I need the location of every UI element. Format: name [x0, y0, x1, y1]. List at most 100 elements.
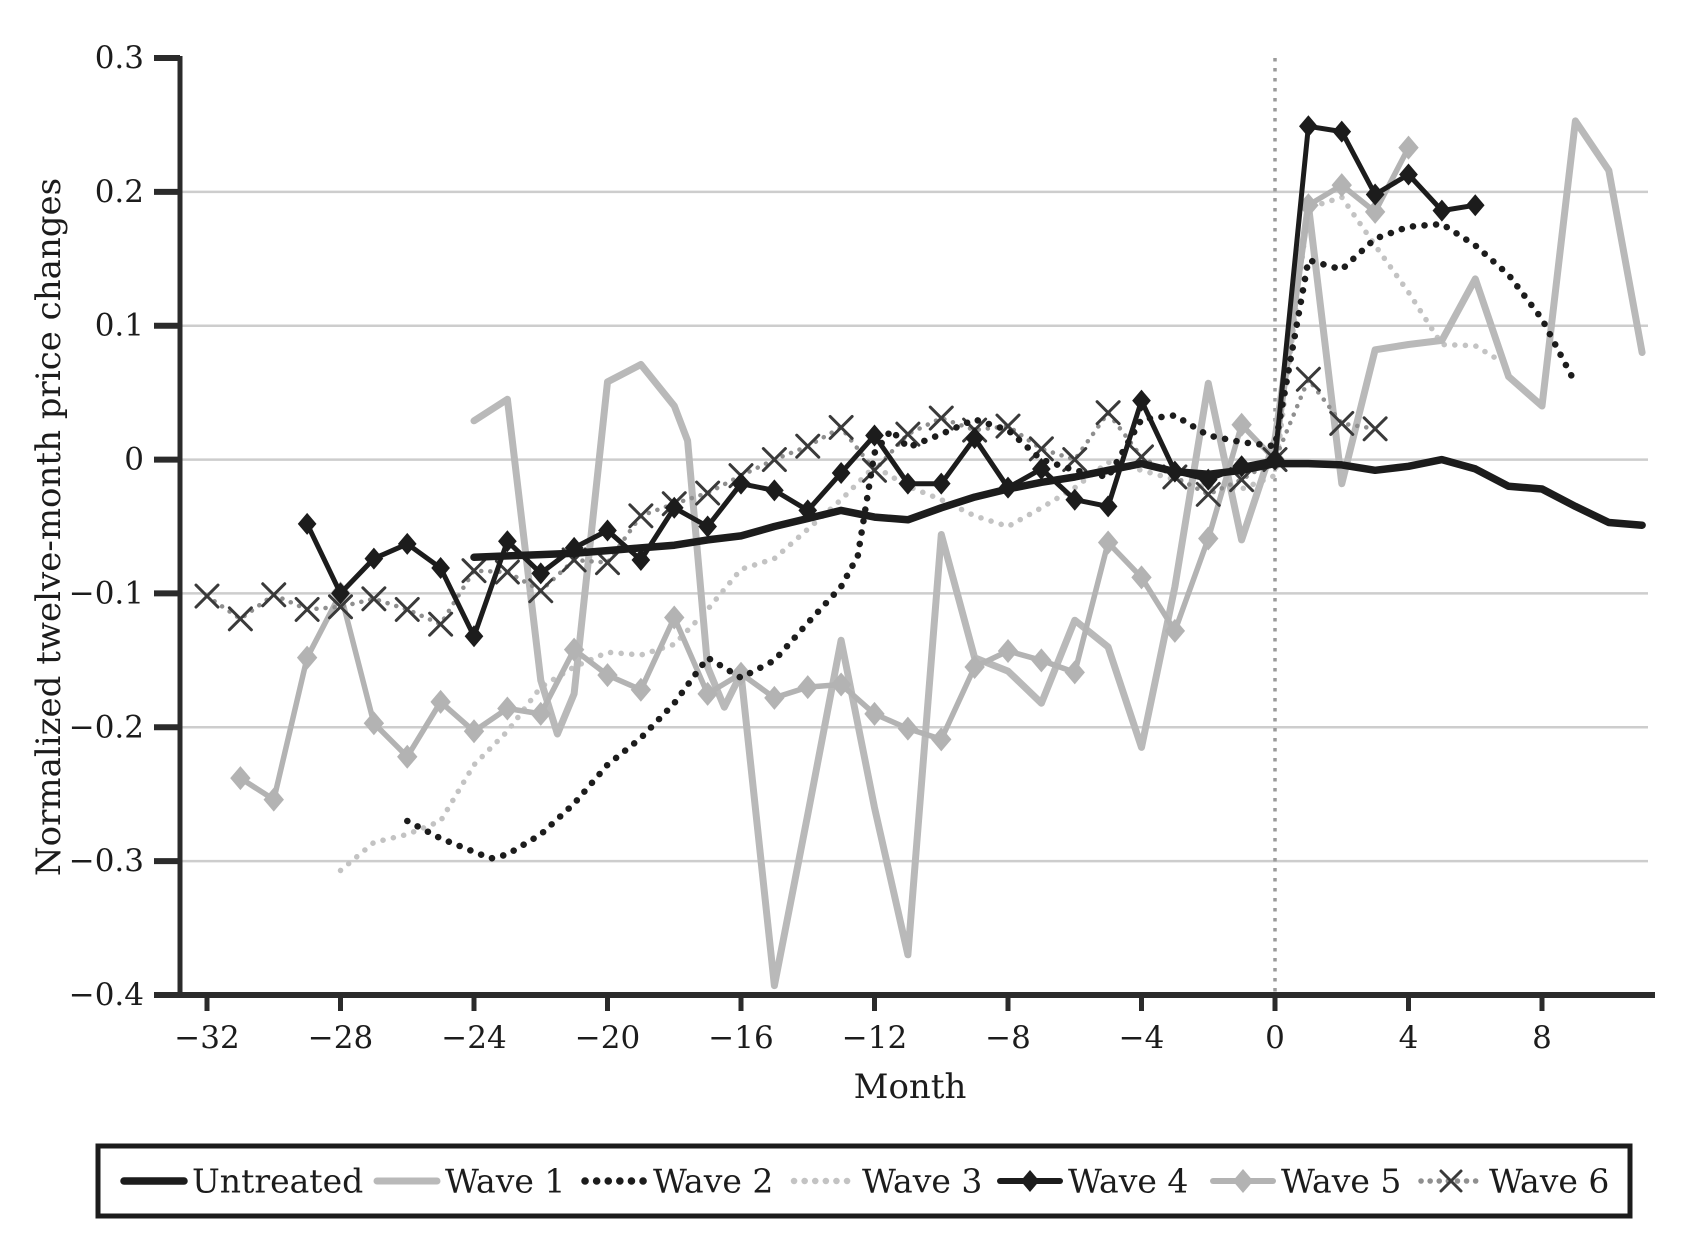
x-marker: [361, 586, 387, 612]
diamond-marker: [731, 472, 751, 495]
legend-item-wave-2: Wave 2: [581, 1162, 773, 1201]
gridlines: [180, 190, 1648, 863]
x-marker: [795, 433, 821, 459]
series-line: [237, 144, 1412, 803]
diamond-marker: [1131, 565, 1152, 590]
x-tick-label: −4: [1119, 1020, 1165, 1056]
diamond-marker: [931, 472, 951, 495]
legend-x-marker: [1439, 1169, 1463, 1193]
x-axis-title: Month: [854, 1067, 967, 1107]
diamond-marker: [798, 499, 818, 522]
diamond-marker: [898, 472, 918, 495]
diamond-marker: [563, 637, 585, 662]
diamond-marker: [1398, 135, 1419, 160]
diamond-marker: [897, 716, 919, 741]
series-layer: [194, 115, 1646, 990]
legend-box: [95, 1143, 1633, 1219]
diamond-marker: [564, 536, 584, 559]
legend-label: Untreated: [192, 1162, 363, 1201]
legend-item-wave-6: Wave 6: [1418, 1162, 1609, 1201]
x-marker: [862, 457, 887, 483]
diamond-marker: [631, 548, 651, 571]
legend-item-wave-5: Wave 5: [1210, 1162, 1401, 1201]
diamond-marker: [597, 663, 618, 688]
x-marker: [1295, 366, 1321, 392]
y-tick-label: −0.1: [69, 575, 144, 611]
y-tick-label: 0: [124, 442, 144, 478]
diamond-marker: [263, 787, 284, 812]
x-tick-label: −20: [575, 1020, 640, 1056]
series-wave-1: [470, 117, 1646, 990]
x-marker: [194, 583, 220, 609]
y-tick-label: 0.2: [95, 174, 144, 210]
diamond-marker: [430, 689, 451, 714]
diamond-marker: [864, 701, 885, 726]
series-wave-6: [194, 366, 1388, 637]
diamond-marker: [965, 427, 984, 450]
diamond-marker: [431, 556, 450, 579]
diamond-marker: [331, 582, 350, 605]
diamond-marker: [1132, 389, 1151, 412]
diamond-marker: [831, 461, 851, 484]
diamond-marker: [463, 719, 485, 744]
diamond-marker: [530, 701, 551, 726]
x-tick-label: 4: [1399, 1020, 1419, 1056]
x-marker: [828, 414, 854, 440]
x-tick-label: 8: [1532, 1020, 1552, 1056]
x-marker: [695, 480, 721, 506]
x-marker: [995, 413, 1021, 439]
series-untreated: [470, 455, 1646, 562]
x-marker: [227, 606, 253, 632]
diamond-marker: [998, 476, 1018, 499]
diamond-marker: [1432, 199, 1452, 222]
diamond-marker: [1198, 468, 1218, 491]
diamond-marker: [363, 711, 385, 736]
x-marker: [1329, 410, 1355, 436]
series-wave-2: [404, 220, 1579, 862]
y-tick-label: −0.3: [69, 843, 144, 879]
x-marker: [761, 447, 787, 473]
x-tick-label: −24: [441, 1020, 506, 1056]
x-marker: [294, 596, 320, 622]
diamond-marker: [1265, 448, 1285, 471]
x-marker: [895, 421, 921, 447]
diamond-marker: [1064, 660, 1085, 685]
diamond-marker: [830, 672, 852, 697]
diamond-marker: [1331, 173, 1352, 198]
diamond-marker: [531, 562, 551, 585]
diamond-marker: [1332, 120, 1352, 143]
x-marker: [1362, 416, 1388, 442]
diamond-marker: [1097, 530, 1119, 555]
x-tick-label: −8: [985, 1020, 1031, 1056]
x-tick-label: −28: [308, 1020, 373, 1056]
diamond-marker: [1231, 412, 1252, 437]
diamond-marker: [964, 655, 985, 680]
diamond-marker: [1364, 199, 1386, 224]
x-marker: [394, 596, 420, 622]
x-marker: [428, 611, 454, 637]
legend-item-untreated: Untreated: [120, 1162, 363, 1201]
x-marker: [328, 594, 353, 620]
x-marker: [461, 558, 487, 584]
diamond-marker: [230, 766, 251, 791]
diamond-marker: [296, 645, 318, 670]
series-line: [304, 123, 1478, 639]
diamond-marker: [697, 681, 718, 706]
x-marker: [595, 550, 620, 576]
diamond-marker: [797, 675, 818, 700]
diamond-marker: [498, 530, 517, 553]
x-marker: [628, 503, 654, 529]
diamond-marker: [497, 696, 518, 721]
axes: 0.3 0.2 0.1 0 −0.1 −0.2 −0.3 −0.4 −32 −28 −24 −20 −1…: [69, 40, 1655, 1056]
y-axis-title: Normalized twelve-month price changes: [29, 178, 69, 876]
diamond-marker: [1065, 488, 1085, 511]
diamond-marker: [397, 744, 418, 769]
diamond-marker: [1098, 495, 1118, 518]
series-line: [470, 117, 1646, 990]
diamond-marker: [1198, 526, 1219, 551]
legend: Untreated Wave 1 Wave 2 Wave 3 Wave 4 Wave 5 W…: [95, 1143, 1633, 1219]
x-marker: [1095, 400, 1121, 426]
series-wave-4: [297, 115, 1485, 648]
diamond-marker: [765, 479, 784, 502]
